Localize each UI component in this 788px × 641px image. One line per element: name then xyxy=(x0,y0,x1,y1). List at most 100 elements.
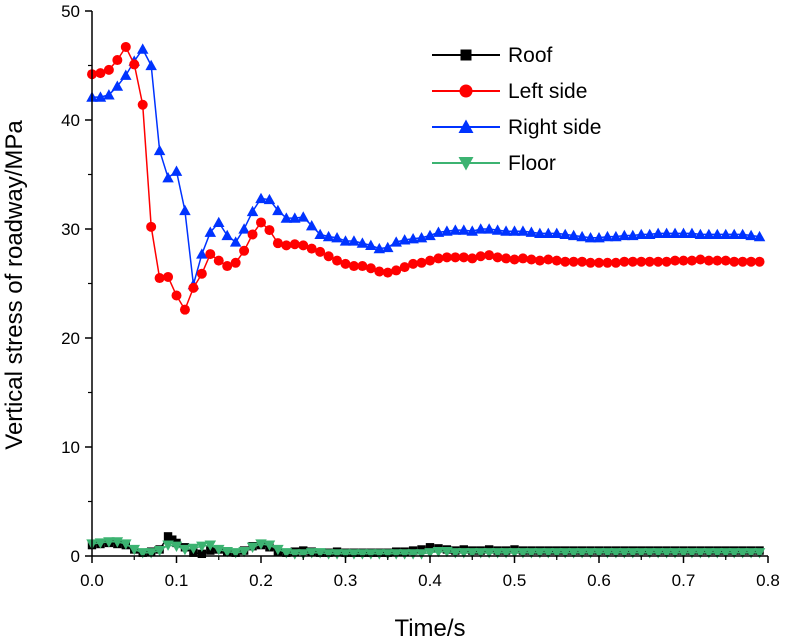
data-point-right-side xyxy=(238,223,250,234)
data-point-floor xyxy=(610,548,622,559)
x-tick-label: 0.6 xyxy=(587,571,611,590)
data-point-floor xyxy=(601,548,614,559)
data-point-right-side xyxy=(669,227,681,238)
data-point-right-side xyxy=(246,205,259,217)
data-point-left-side xyxy=(619,256,630,267)
data-point-left-side xyxy=(602,257,613,268)
data-point-floor xyxy=(458,548,470,559)
data-point-left-side xyxy=(222,261,233,272)
y-tick-label: 30 xyxy=(61,220,80,239)
data-point-floor xyxy=(508,548,521,559)
data-point-roof xyxy=(168,535,177,544)
data-point-left-side xyxy=(627,256,638,267)
data-point-floor xyxy=(627,548,639,559)
legend-label-floor: Floor xyxy=(508,152,556,175)
data-point-floor xyxy=(660,548,673,559)
legend-marker-right-side xyxy=(458,119,474,133)
data-point-floor xyxy=(466,548,478,559)
data-point-left-side xyxy=(560,256,571,267)
data-point-right-side xyxy=(348,235,360,246)
data-point-roof xyxy=(197,549,207,559)
y-tick-label: 20 xyxy=(61,329,80,348)
data-point-floor xyxy=(145,548,157,559)
data-point-floor xyxy=(162,540,174,551)
data-point-left-side xyxy=(577,256,588,267)
data-point-left-side xyxy=(289,239,300,250)
data-point-right-side xyxy=(280,212,293,223)
data-point-floor xyxy=(120,539,132,550)
data-point-right-side xyxy=(466,225,478,236)
data-point-right-side xyxy=(213,216,225,228)
legend-label-right-side: Right side xyxy=(508,116,601,139)
data-point-right-side xyxy=(196,248,208,259)
data-point-right-side xyxy=(458,224,470,235)
data-point-floor xyxy=(339,549,352,560)
ticks-layer: 0.0 0.1 0.2 0.3 0.4 0.5 0.6 0.7 0.8 0 10 20 30 40 50 xyxy=(61,2,780,590)
series-floor xyxy=(86,537,766,560)
legend-label-roof: Roof xyxy=(508,44,553,67)
data-point-right-side xyxy=(508,225,521,236)
data-point-left-side xyxy=(332,255,343,266)
data-point-floor xyxy=(111,537,124,548)
data-point-left-side xyxy=(712,255,723,266)
data-point-floor xyxy=(356,549,369,560)
data-point-left-side xyxy=(306,243,317,254)
data-point-floor xyxy=(500,548,512,559)
data-point-floor xyxy=(593,548,605,559)
data-point-floor xyxy=(415,549,428,560)
data-point-left-side xyxy=(399,262,410,273)
data-point-left-side xyxy=(551,255,562,266)
data-point-left-side xyxy=(543,254,554,265)
data-point-right-side xyxy=(263,193,276,205)
x-tick-label: 0.3 xyxy=(334,571,358,590)
data-point-floor xyxy=(584,548,597,559)
data-point-floor xyxy=(229,548,242,559)
legend-marker-left-side xyxy=(459,84,473,98)
data-point-left-side xyxy=(179,304,190,315)
data-point-left-side xyxy=(425,255,435,266)
data-point-right-side xyxy=(356,237,369,248)
x-tick-label: 0.1 xyxy=(165,571,189,590)
legend-item-right-side: Right side xyxy=(432,116,601,139)
data-point-right-side xyxy=(635,228,647,240)
data-point-right-side xyxy=(542,227,555,238)
data-point-right-side xyxy=(136,43,149,54)
data-point-floor xyxy=(128,544,140,556)
data-point-floor xyxy=(280,548,293,559)
data-point-floor xyxy=(542,548,555,559)
data-point-floor xyxy=(525,548,538,559)
data-point-floor xyxy=(390,549,402,560)
data-point-right-side xyxy=(534,227,546,238)
data-point-right-side xyxy=(398,234,411,245)
data-point-right-side xyxy=(720,228,732,240)
legend-item-floor: Floor xyxy=(432,152,556,175)
data-point-right-side xyxy=(103,89,115,100)
series-left-side xyxy=(87,41,765,315)
data-point-right-side xyxy=(703,228,715,240)
data-point-left-side xyxy=(256,217,266,228)
data-point-left-side xyxy=(365,263,376,274)
data-point-left-side xyxy=(475,251,486,262)
data-point-floor xyxy=(534,548,546,559)
data-point-floor xyxy=(618,548,631,559)
data-point-floor xyxy=(153,545,166,557)
data-point-left-side xyxy=(213,255,224,266)
data-point-right-side xyxy=(677,227,690,238)
data-point-left-side xyxy=(720,255,731,266)
y-axis-title: Vertical stress of roadway/MPa xyxy=(1,120,28,450)
data-point-right-side xyxy=(517,225,529,236)
data-point-floor xyxy=(204,540,217,551)
data-point-floor xyxy=(728,548,740,559)
data-point-roof xyxy=(163,532,173,541)
data-point-left-side xyxy=(112,55,123,66)
data-point-floor xyxy=(263,540,276,551)
data-point-right-side xyxy=(694,228,707,240)
series-right-side xyxy=(86,43,766,290)
data-point-right-side xyxy=(736,228,749,240)
data-point-right-side xyxy=(272,204,284,216)
data-point-floor xyxy=(297,549,309,560)
data-point-left-side xyxy=(636,256,647,267)
data-point-left-side xyxy=(95,68,106,79)
data-point-left-side xyxy=(585,257,596,268)
